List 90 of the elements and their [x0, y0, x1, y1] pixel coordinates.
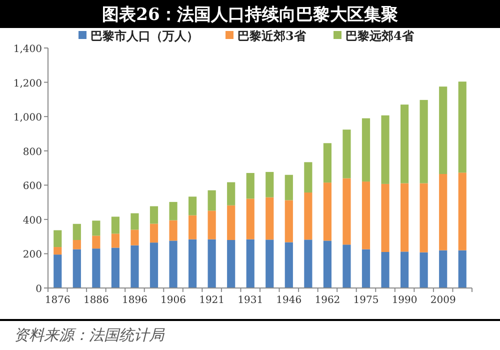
bar [284, 242, 293, 288]
bar [169, 202, 178, 220]
bar [381, 184, 390, 252]
bar [439, 174, 448, 250]
bar [227, 205, 236, 240]
bar [92, 236, 100, 249]
bar [458, 172, 466, 250]
bar [381, 252, 390, 288]
bar [130, 230, 139, 246]
bar [266, 172, 274, 198]
bar [208, 239, 216, 288]
bar [342, 178, 351, 245]
x-tick-label: 1906 [160, 295, 186, 306]
bar [400, 252, 409, 288]
y-tick-label: 1,200 [13, 78, 42, 90]
legend-label: 巴黎近郊3省 [238, 29, 307, 43]
bar [227, 182, 236, 206]
bar [92, 248, 100, 288]
bar [439, 250, 448, 288]
bar [323, 143, 332, 183]
x-tick-label: 1931 [238, 295, 264, 306]
bar [169, 240, 178, 288]
y-tick-label: 0 [36, 284, 42, 295]
bar [54, 230, 62, 248]
x-tick-label: 1921 [199, 295, 225, 306]
bar [266, 197, 274, 240]
bar [150, 224, 158, 243]
bar [342, 244, 351, 288]
bar [111, 216, 120, 234]
bar [72, 224, 81, 240]
bar [54, 254, 62, 288]
bar [304, 162, 312, 193]
bar [130, 245, 139, 288]
bar [284, 200, 293, 242]
x-tick-label: 1876 [44, 295, 70, 306]
bar [111, 234, 120, 248]
bar [304, 240, 312, 288]
bar [458, 250, 466, 288]
x-tick-label: 1896 [122, 295, 148, 306]
bar [304, 192, 312, 240]
bar [208, 190, 216, 211]
bar [150, 242, 158, 288]
y-tick-label: 200 [22, 250, 42, 261]
bar [420, 252, 428, 288]
chart-title: 图表26：法国人口持续向巴黎大区集聚 [102, 5, 398, 25]
y-tick-label: 400 [22, 215, 42, 226]
bar [188, 215, 197, 240]
bar [246, 239, 254, 288]
x-tick-label: 1886 [83, 295, 109, 306]
bar [323, 240, 332, 288]
bar [72, 249, 81, 288]
bar [150, 206, 158, 224]
y-tick-label: 1,400 [13, 44, 42, 55]
x-tick-label: 1962 [314, 295, 340, 306]
bar [246, 198, 254, 240]
bar [342, 130, 351, 178]
y-tick-label: 1,000 [13, 112, 42, 124]
x-tick-label: 1975 [353, 295, 379, 306]
bar [246, 172, 254, 199]
bar [420, 100, 428, 184]
bar [362, 249, 370, 288]
bar [362, 118, 370, 182]
legend-label: 巴黎远郊4省 [346, 29, 415, 43]
bar [400, 183, 409, 252]
bar [227, 240, 236, 288]
bar [420, 183, 428, 252]
bar [439, 86, 448, 174]
bar [111, 248, 120, 288]
bar [72, 240, 81, 250]
x-tick-label: 2009 [430, 295, 456, 306]
bar [130, 213, 139, 230]
bar [458, 82, 466, 173]
y-tick-label: 800 [22, 146, 42, 158]
bar [188, 239, 197, 288]
legend-label: 巴黎市人口（万人） [90, 29, 198, 43]
x-tick-label: 1946 [276, 295, 302, 306]
bar [188, 196, 197, 216]
bar [92, 220, 100, 236]
bar [266, 240, 274, 288]
bar [362, 182, 370, 250]
bar [400, 104, 409, 184]
bar [284, 174, 293, 200]
bar [381, 115, 390, 184]
bar [208, 210, 216, 240]
bar [169, 220, 178, 241]
bar [54, 247, 62, 255]
y-tick-label: 600 [22, 181, 42, 192]
text: 资料来源：法国统计局 [14, 326, 165, 344]
x-tick-label: 1990 [392, 295, 418, 306]
bar [323, 182, 332, 241]
